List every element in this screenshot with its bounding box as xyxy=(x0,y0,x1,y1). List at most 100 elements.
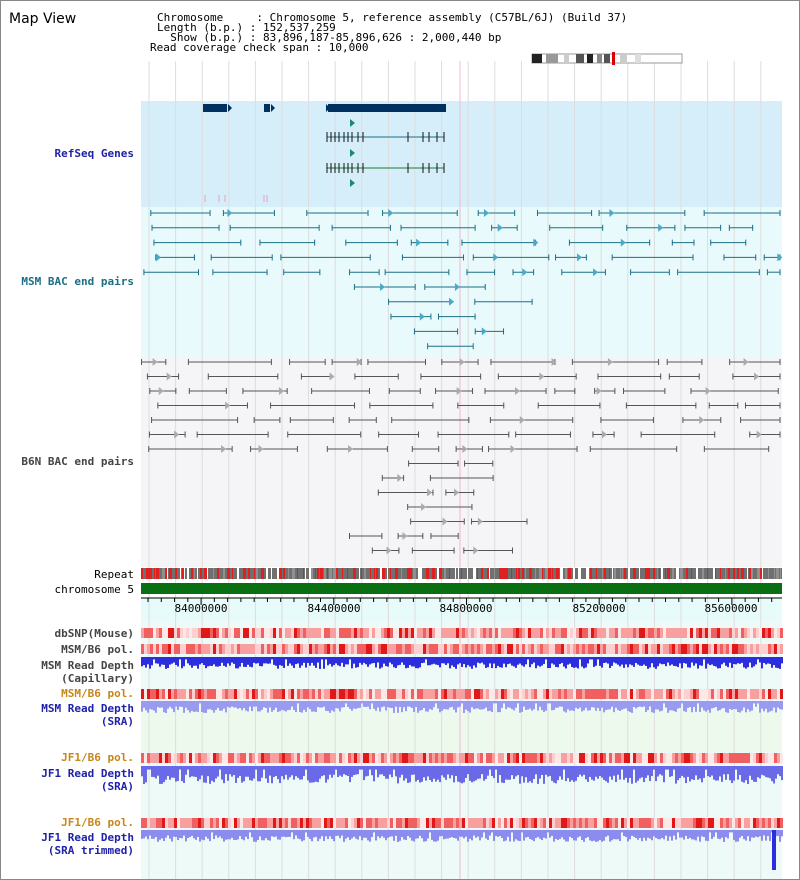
jf1-trimmed-depth xyxy=(559,830,561,840)
msm-pol-heat xyxy=(627,644,630,654)
msm-sra-depth xyxy=(671,701,673,711)
dbsnp-heat xyxy=(621,628,624,638)
msm-pol-heat xyxy=(441,644,444,654)
jf1-pol2-heat xyxy=(726,818,729,828)
msm-pol2-heat xyxy=(459,689,462,699)
msm-sra-bg xyxy=(141,711,782,751)
msm-pol2-heat xyxy=(495,689,498,699)
jf1-trimmed-depth xyxy=(601,830,603,842)
msm-pol2-heat xyxy=(150,689,153,699)
repeat-segment xyxy=(361,568,362,579)
msm-pol2-heat xyxy=(411,689,414,699)
dbsnp-heat xyxy=(699,628,702,638)
jf1-trimmed-depth xyxy=(341,830,343,836)
msm-pol2-heat xyxy=(525,689,528,699)
dbsnp-heat xyxy=(315,628,318,638)
jf1-pol2-heat xyxy=(291,818,294,828)
jf1-sra-depth xyxy=(551,766,553,781)
track-label-dbsnp[interactable]: dbSNP(Mouse) xyxy=(54,627,134,640)
track-label-jf1-pol-1[interactable]: JF1/B6 pol. xyxy=(61,751,134,764)
track-label-jf1-depth-trimmed[interactable]: JF1 Read Depth (SRA trimmed) xyxy=(41,831,134,857)
msm-capillary-depth xyxy=(249,657,251,667)
msm-sra-depth xyxy=(453,701,455,710)
msm-capillary-depth xyxy=(441,657,443,664)
track-label-chromosome[interactable]: chromosome 5 xyxy=(54,583,134,596)
track-label-msm-pol-1[interactable]: MSM/B6 pol. xyxy=(61,643,134,656)
jf1-pol2-heat xyxy=(645,818,648,828)
repeat-segment xyxy=(277,568,279,579)
msm-capillary-depth xyxy=(473,657,475,666)
track-label-msm-bac[interactable]: MSM BAC end pairs xyxy=(21,275,134,288)
repeat-segment xyxy=(672,568,674,579)
jf1-trimmed-depth xyxy=(247,830,249,840)
jf1-trimmed-depth xyxy=(561,830,563,838)
jf1-pol2-heat xyxy=(456,818,459,828)
msm-bac-pair-head xyxy=(777,253,783,262)
jf1-pol2-heat xyxy=(474,818,477,828)
jf1-sra-depth xyxy=(717,766,719,781)
jf1-pol-heat xyxy=(411,753,414,763)
jf1-trimmed-depth xyxy=(291,830,293,833)
jf1-pol2-heat xyxy=(549,818,552,828)
msm-pol-heat xyxy=(267,644,270,654)
msm-capillary-depth xyxy=(545,657,547,660)
dbsnp-heat xyxy=(594,628,597,638)
jf1-pol2-heat xyxy=(447,818,450,828)
msm-capillary-depth xyxy=(247,657,249,665)
track-label-jf1-pol-2[interactable]: JF1/B6 pol. xyxy=(61,816,134,829)
msm-capillary-depth xyxy=(385,657,387,667)
repeat-segment xyxy=(680,568,683,579)
dbsnp-heat xyxy=(741,628,744,638)
jf1-trimmed-depth xyxy=(311,830,313,842)
jf1-pol2-heat xyxy=(675,818,678,828)
msm-capillary-depth xyxy=(599,657,601,666)
msm-capillary-depth xyxy=(637,657,639,665)
msm-pol-heat xyxy=(696,644,699,654)
track-label-msm-pol-2[interactable]: MSM/B6 pol. xyxy=(61,687,134,700)
msm-sra-depth xyxy=(203,701,205,713)
jf1-trimmed-depth xyxy=(553,830,555,842)
track-label-b6n-bac[interactable]: B6N BAC end pairs xyxy=(21,455,134,468)
msm-capillary-depth xyxy=(711,657,713,665)
msm-capillary-depth xyxy=(771,657,773,668)
jf1-sra-depth xyxy=(257,766,259,782)
jf1-trimmed-depth xyxy=(141,830,143,839)
repeat-segment xyxy=(458,568,459,579)
b6n-bac-pair-head xyxy=(705,387,711,395)
jf1-pol-heat xyxy=(708,753,711,763)
track-label-repeat[interactable]: Repeat xyxy=(94,568,134,581)
track-label-jf1-depth[interactable]: JF1 Read Depth (SRA) xyxy=(41,767,134,793)
msm-capillary-depth xyxy=(451,657,453,666)
jf1-pol-heat xyxy=(429,753,432,763)
dbsnp-heat xyxy=(486,628,489,638)
msm-pol-heat xyxy=(528,644,531,654)
msm-pol2-heat xyxy=(627,689,630,699)
b6n-bac-pair-head xyxy=(356,358,362,366)
repeat-segment xyxy=(227,568,230,579)
msm-pol2-heat xyxy=(183,689,186,699)
msm-pol-heat xyxy=(297,644,300,654)
msm-sra-depth xyxy=(207,701,209,710)
track-label-msm-depth-sra[interactable]: MSM Read Depth (SRA) xyxy=(41,702,134,728)
dbsnp-heat xyxy=(396,628,399,638)
msm-capillary-depth xyxy=(269,657,271,664)
msm-sra-depth xyxy=(443,701,445,710)
jf1-pol-heat xyxy=(534,753,537,763)
msm-capillary-depth xyxy=(147,657,149,665)
dbsnp-heat xyxy=(192,628,195,638)
label-line: (Capillary) xyxy=(61,672,134,685)
msm-capillary-depth xyxy=(349,657,351,660)
track-label-msm-depth-capillary[interactable]: MSM Read Depth (Capillary) xyxy=(41,659,134,685)
msm-sra-depth xyxy=(151,701,153,710)
dbsnp-heat xyxy=(714,628,717,638)
b6n-bac-pair-head xyxy=(454,488,460,497)
jf1-sra-depth xyxy=(475,766,477,781)
repeat-segment xyxy=(156,568,159,579)
jf1-pol2-heat xyxy=(351,818,354,828)
track-label-refseq[interactable]: RefSeq Genes xyxy=(54,147,134,160)
jf1-pol2-heat xyxy=(510,818,513,828)
msm-capillary-depth xyxy=(417,657,419,669)
msm-sra-depth xyxy=(429,701,431,710)
jf1-trimmed-depth xyxy=(251,830,253,838)
